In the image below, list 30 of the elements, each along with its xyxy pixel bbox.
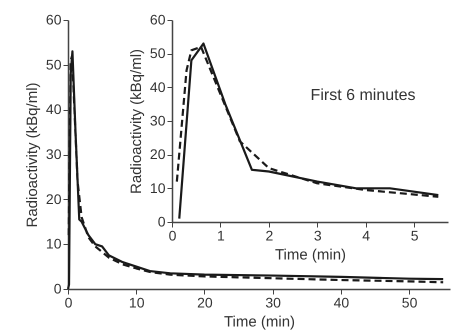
y-tick-label: 20 bbox=[46, 190, 62, 207]
y-tick-label: 60 bbox=[46, 12, 62, 28]
y-tick-label: 0 bbox=[54, 280, 62, 296]
y-tick-label: 50 bbox=[46, 56, 62, 72]
y-tick-label: 30 bbox=[150, 112, 166, 128]
y-tick-label: 50 bbox=[150, 45, 166, 62]
x-tick-label: 1 bbox=[217, 228, 226, 244]
x-tick-label: 30 bbox=[265, 294, 282, 310]
x-tick-label: 40 bbox=[334, 294, 350, 310]
y-tick-label: 0 bbox=[158, 214, 166, 230]
y-tick-label: 40 bbox=[46, 101, 62, 118]
x-axis-title: Time (min) bbox=[224, 314, 296, 330]
y-axis-title: Radioactivity (kBq/ml) bbox=[24, 82, 41, 228]
x-tick-label: 10 bbox=[128, 294, 145, 310]
x-tick-label: 5 bbox=[410, 228, 419, 244]
y-tick-label: 20 bbox=[150, 146, 166, 162]
annotation: First 6 minutes bbox=[310, 87, 416, 104]
x-tick-label: 0 bbox=[64, 294, 73, 310]
y-tick-label: 40 bbox=[150, 78, 166, 95]
x-tick-label: 3 bbox=[314, 228, 322, 244]
x-tick-label: 20 bbox=[197, 294, 213, 310]
x-tick-label: 0 bbox=[168, 228, 177, 244]
y-tick-label: 10 bbox=[150, 180, 166, 196]
y-axis-title: Radioactivity (kBq/ml) bbox=[128, 48, 145, 194]
x-tick-label: 4 bbox=[362, 228, 370, 244]
x-tick-label: 2 bbox=[265, 228, 274, 244]
x-axis-title: Time (min) bbox=[274, 246, 346, 264]
y-tick-label: 60 bbox=[150, 12, 166, 28]
x-tick-label: 50 bbox=[402, 294, 418, 310]
y-tick-label: 30 bbox=[46, 146, 62, 162]
